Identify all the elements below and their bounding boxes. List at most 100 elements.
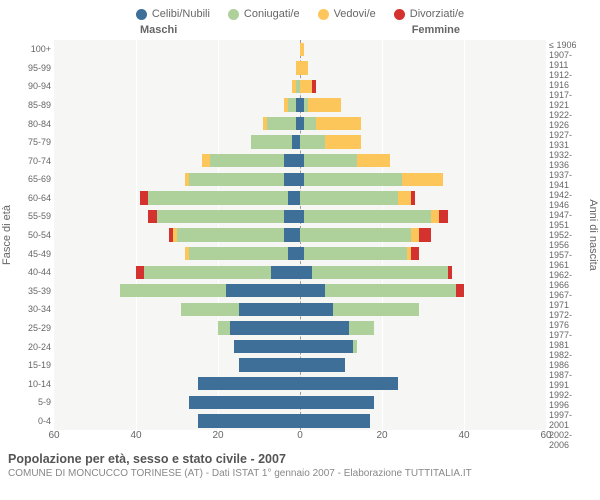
pyramid-row [54, 40, 546, 59]
year-tick: 1972-1976 [546, 310, 586, 330]
year-tick: 1997-2001 [546, 410, 586, 430]
bar-seg [120, 284, 227, 297]
legend: Celibi/NubiliConiugati/eVedovi/eDivorzia… [0, 0, 600, 24]
bar-seg [189, 173, 283, 186]
bar-seg [402, 173, 443, 186]
caption-title: Popolazione per età, sesso e stato civil… [8, 452, 592, 466]
bar-seg [300, 284, 325, 297]
age-tick: 85-89 [14, 96, 54, 115]
male-half [54, 40, 300, 59]
female-half [300, 374, 546, 393]
bar-seg [300, 396, 374, 409]
plot-area [54, 40, 546, 430]
bar-seg [239, 358, 301, 371]
bar-seg [411, 191, 415, 204]
header-female: Femmine [412, 24, 460, 36]
pyramid-row [54, 151, 546, 170]
pyramid-row [54, 207, 546, 226]
bar-seg [148, 191, 287, 204]
legend-swatch [228, 9, 239, 20]
caption: Popolazione per età, sesso e stato civil… [0, 446, 600, 479]
legend-label: Vedovi/e [334, 8, 376, 20]
female-half [300, 300, 546, 319]
pyramid-row [54, 356, 546, 375]
bar-seg [300, 80, 312, 93]
bar-seg [189, 247, 287, 260]
bar-seg [218, 321, 230, 334]
year-tick: 1947-1951 [546, 210, 586, 230]
female-half [300, 226, 546, 245]
pyramid-row [54, 59, 546, 78]
legend-label: Celibi/Nubili [152, 8, 210, 20]
year-tick: 1937-1941 [546, 170, 586, 190]
bar-seg [300, 340, 353, 353]
x-tick: 60 [540, 430, 551, 441]
pyramid-row [54, 226, 546, 245]
age-tick: 45-49 [14, 244, 54, 263]
male-half [54, 300, 300, 319]
bar-seg [226, 284, 300, 297]
pyramid-row [54, 374, 546, 393]
female-half [300, 393, 546, 412]
male-half [54, 263, 300, 282]
bar-seg [325, 284, 456, 297]
female-half [300, 114, 546, 133]
pyramid-row [54, 96, 546, 115]
year-tick: 1992-1996 [546, 390, 586, 410]
legend-item: Divorziati/e [394, 8, 464, 20]
pyramid-row [54, 189, 546, 208]
year-tick: 1932-1936 [546, 150, 586, 170]
bar-seg [288, 191, 300, 204]
male-half [54, 96, 300, 115]
age-tick: 15-19 [14, 356, 54, 375]
male-half [54, 412, 300, 431]
year-tick: 1922-1926 [546, 110, 586, 130]
female-half [300, 170, 546, 189]
age-tick: 0-4 [14, 412, 54, 431]
age-tick: 70-74 [14, 151, 54, 170]
bar-seg [300, 61, 308, 74]
bar-seg [202, 154, 210, 167]
bar-seg [439, 210, 447, 223]
x-tick: 40 [130, 430, 141, 441]
bar-seg [300, 135, 325, 148]
bar-seg [398, 191, 410, 204]
year-tick: 1957-1961 [546, 250, 586, 270]
male-half [54, 207, 300, 226]
year-tick: 1977-1981 [546, 330, 586, 350]
male-half [54, 59, 300, 78]
female-half [300, 96, 546, 115]
legend-swatch [318, 9, 329, 20]
year-tick: 1927-1931 [546, 130, 586, 150]
bar-seg [284, 154, 300, 167]
bar-seg [325, 135, 362, 148]
bar-seg [300, 43, 304, 56]
header-male: Maschi [140, 24, 177, 36]
legend-swatch [136, 9, 147, 20]
bar-seg [198, 414, 301, 427]
chart: Fasce di età 100+95-9990-9485-8980-8475-… [0, 40, 600, 430]
bar-seg [353, 340, 357, 353]
bar-seg [333, 303, 419, 316]
female-half [300, 77, 546, 96]
bar-seg [157, 210, 284, 223]
yaxis-right-label: Anni di nascita [586, 40, 600, 430]
female-half [300, 282, 546, 301]
bar-seg [284, 228, 300, 241]
male-half [54, 393, 300, 412]
age-tick: 50-54 [14, 226, 54, 245]
bar-seg [284, 210, 300, 223]
female-half [300, 244, 546, 263]
x-tick: 20 [376, 430, 387, 441]
legend-item: Celibi/Nubili [136, 8, 210, 20]
bar-seg [271, 266, 300, 279]
male-half [54, 114, 300, 133]
legend-label: Divorziati/e [410, 8, 464, 20]
male-half [54, 151, 300, 170]
male-half [54, 319, 300, 338]
female-half [300, 59, 546, 78]
yaxis-left-label: Fasce di età [0, 40, 14, 430]
age-tick: 60-64 [14, 189, 54, 208]
bar-seg [300, 191, 398, 204]
year-tick: 1907-1911 [546, 50, 586, 70]
